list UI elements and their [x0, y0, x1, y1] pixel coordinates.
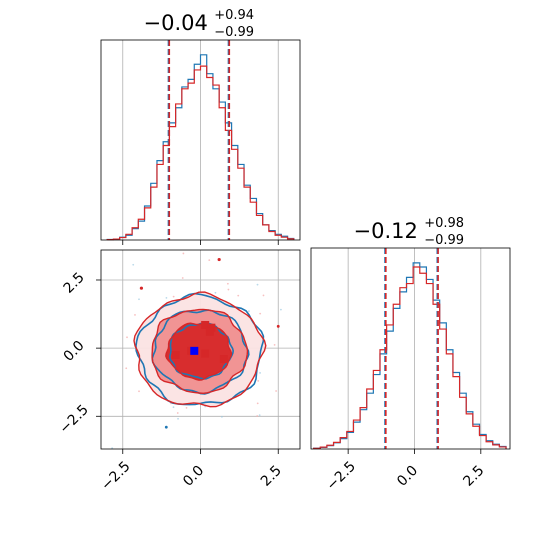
outlier-point — [164, 425, 168, 429]
sample-marker — [201, 349, 210, 358]
marginal-x-title-sup: +0.94 — [214, 8, 254, 23]
scatter-point — [259, 312, 262, 315]
y-tick-label: 0.0 — [61, 338, 88, 365]
histogram-series-0 — [313, 262, 507, 449]
scatter-point — [208, 259, 211, 262]
marginal-y-quantile-lines — [384, 248, 439, 449]
marginal-x-title: −0.04 +0.94 −0.99 — [144, 0, 261, 40]
truth-marker — [190, 346, 199, 355]
scatter-point — [262, 294, 265, 297]
marginal-y-frame — [310, 247, 511, 450]
scatter-point — [273, 343, 276, 346]
blue-contour-level-1 — [169, 322, 235, 380]
y-tick-label: 2.5 — [61, 270, 88, 297]
marginal-x-histograms — [106, 54, 295, 241]
red-contour-level-1.5 — [151, 308, 249, 395]
scatter-point — [226, 282, 229, 285]
scatter-point — [256, 283, 259, 286]
x-tick-label: 2.5 — [258, 463, 285, 490]
marginal-x-panel: −0.04 +0.94 −0.99 — [100, 0, 301, 245]
scatter-point — [165, 296, 168, 299]
scatter-point — [138, 298, 140, 301]
scatter-point — [221, 415, 223, 418]
joint-scatter — [111, 252, 329, 449]
sample-marker — [219, 355, 228, 364]
joint-markers — [171, 320, 228, 364]
joint-panel: −2.5−2.5 0.0 0.0 2.5 2.5 — [56, 249, 329, 494]
x-tick-label: −2.5 — [324, 458, 359, 493]
scatter-point — [257, 379, 260, 382]
red-contour-level-2 — [133, 291, 267, 408]
scatter-point — [177, 417, 179, 420]
scatter-point — [134, 314, 136, 316]
x-tick-label: −2.5 — [98, 458, 133, 493]
marginal-y-title-sup: +0.98 — [424, 216, 464, 231]
scatter-point — [275, 390, 277, 392]
x-tick-label: 2.5 — [460, 463, 487, 490]
sample-marker — [207, 323, 216, 332]
outlier-point — [276, 324, 280, 328]
x-tick-label: 0.0 — [394, 463, 421, 490]
marginal-y-ticks: −2.5 0.0 2.5 — [324, 449, 488, 494]
scatter-point — [185, 406, 188, 409]
joint-contour-lines — [133, 291, 267, 408]
marginal-y-grid — [347, 248, 482, 449]
scatter-point — [181, 277, 184, 279]
filled-contour-level-1 — [165, 323, 232, 381]
sample-marker — [205, 327, 214, 336]
scatter-point — [256, 415, 259, 417]
marginal-x-ticks — [122, 240, 279, 245]
outlier-point — [217, 257, 221, 262]
scatter-point — [237, 294, 240, 297]
scatter-point — [182, 252, 185, 255]
scatter-point — [214, 291, 217, 294]
scatter-point — [111, 447, 114, 449]
y-tick-label: −2.5 — [56, 402, 91, 437]
marginal-x-title-sub: −0.99 — [214, 25, 254, 40]
histogram-series-1 — [106, 65, 295, 241]
scatter-point — [256, 402, 259, 405]
sample-marker — [171, 350, 180, 359]
scatter-point — [172, 406, 175, 409]
scatter-point — [138, 390, 140, 393]
outlier-point — [139, 286, 144, 290]
scatter-point — [176, 412, 179, 414]
scatter-point — [132, 263, 135, 266]
marginal-x-quantile-lines — [167, 40, 231, 240]
blue-contour-level-1.5 — [151, 309, 250, 395]
scatter-point — [227, 288, 230, 291]
scatter-point — [248, 310, 250, 313]
scatter-point — [327, 336, 329, 338]
histogram-series-1 — [313, 266, 507, 449]
marginal-x-grid — [122, 40, 279, 240]
marginal-y-panel: −2.5 0.0 2.5 −0.12 +0.98 −0.99 — [310, 208, 511, 494]
marginal-y-title: −0.12 +0.98 −0.99 — [354, 208, 471, 248]
scatter-point — [258, 414, 261, 417]
marginal-x-title-value: −0.04 — [144, 11, 208, 35]
x-tick-label: 0.0 — [180, 463, 207, 490]
scatter-point — [125, 367, 128, 370]
scatter-point — [172, 295, 175, 298]
marginal-y-title-value: −0.12 — [354, 219, 418, 243]
scatter-point — [259, 372, 261, 374]
scatter-point — [126, 336, 128, 339]
marginal-y-histograms — [313, 262, 507, 449]
marginal-y-title-sub: −0.99 — [424, 233, 464, 248]
sample-marker — [201, 320, 210, 329]
scatter-point — [280, 308, 282, 311]
